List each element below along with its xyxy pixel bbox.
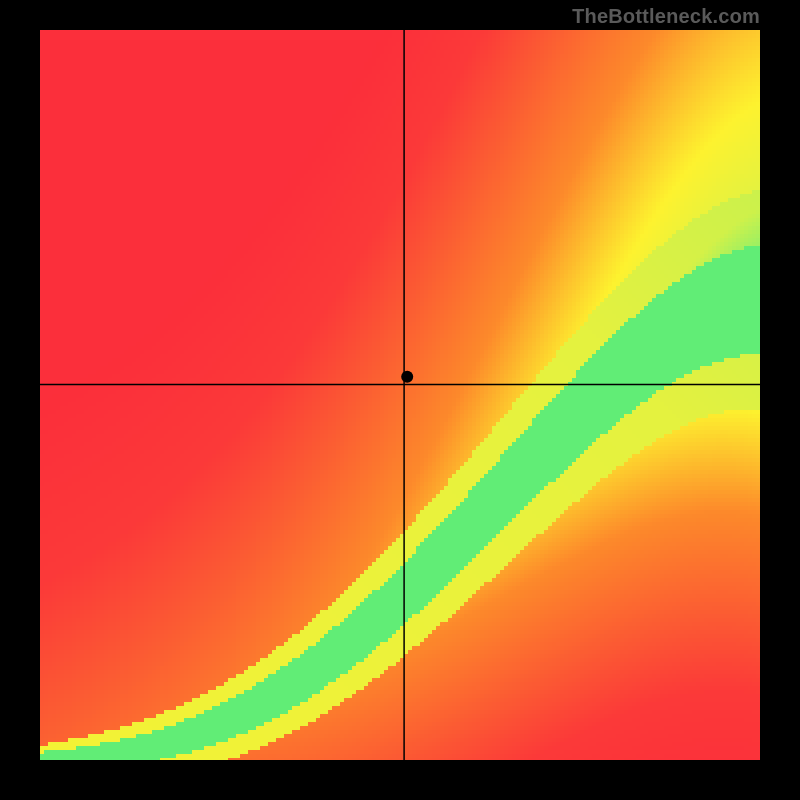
- chart-container: { "watermark": { "text": "TheBottleneck.…: [0, 0, 800, 800]
- heatmap-canvas: [40, 30, 760, 760]
- watermark-text: TheBottleneck.com: [572, 6, 760, 29]
